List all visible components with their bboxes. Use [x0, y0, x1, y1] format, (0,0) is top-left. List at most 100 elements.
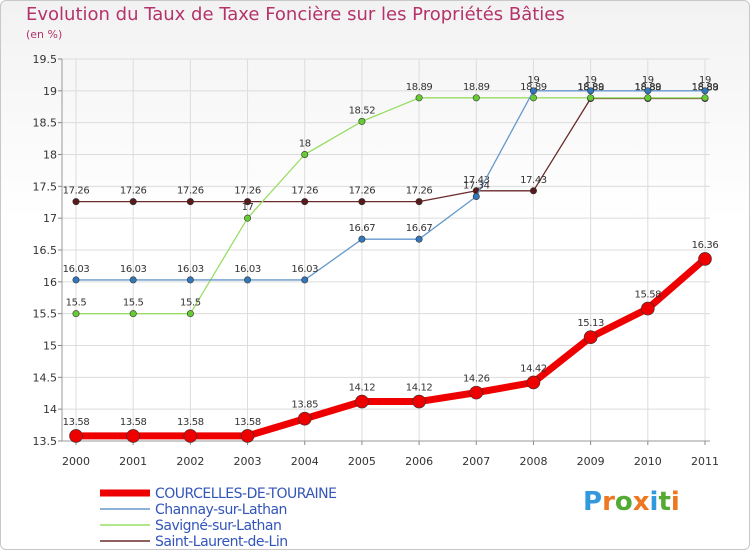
data-label: 16.03 [63, 264, 90, 275]
data-point [529, 87, 537, 95]
data-label: 17.26 [63, 186, 90, 197]
series-group: 17.26 17.26 17.26 17.26 17.26 17.26 17.26 17.43… [63, 75, 719, 443]
legend-item: Savigné-sur-Lathan [100, 518, 282, 534]
y-tick-label: 17.5 [33, 180, 58, 193]
data-label: 19 [585, 75, 597, 86]
data-point [469, 385, 484, 400]
x-tick-label: 2001 [119, 455, 147, 468]
data-point [526, 375, 541, 390]
data-point [472, 94, 480, 102]
data-label: 19 [699, 75, 711, 86]
series-line [75, 90, 706, 281]
data-label: 13.58 [63, 417, 90, 428]
data-label: 17.26 [177, 186, 204, 197]
data-point [415, 235, 423, 243]
logo-letter: i [649, 487, 659, 517]
x-tick-label: 2009 [577, 455, 605, 468]
data-point [244, 276, 252, 284]
data-label: 19 [527, 75, 539, 86]
data-label: 15.58 [634, 290, 661, 301]
data-label: 17.26 [406, 186, 433, 197]
x-tick-label: 2006 [405, 455, 433, 468]
data-label: 17.26 [234, 186, 261, 197]
data-point [129, 276, 137, 284]
logo-letter: t [658, 487, 671, 517]
data-point [701, 87, 709, 95]
data-point [72, 276, 80, 284]
data-label: 18 [299, 139, 311, 150]
data-point [301, 198, 309, 206]
data-label: 14.42 [520, 363, 547, 374]
data-point [129, 198, 137, 206]
legend-item: Saint-Laurent-de-Lin [100, 534, 288, 550]
data-point [186, 198, 194, 206]
data-point [583, 330, 598, 345]
data-label: 18.89 [520, 82, 547, 93]
x-tick-label: 2011 [691, 455, 719, 468]
data-label: 17.43 [463, 175, 490, 186]
data-point [641, 301, 655, 316]
data-label: 18.89 [463, 82, 490, 93]
legend-label: Saint-Laurent-de-Lin [155, 534, 288, 550]
logo-letter: o [614, 487, 633, 517]
y-tick-label: 19.5 [33, 53, 58, 66]
y-tick-label: 15 [43, 340, 57, 353]
data-point [297, 411, 312, 426]
logo-letter: x [632, 487, 650, 517]
data-label: 15.5 [123, 298, 144, 309]
data-point [587, 87, 595, 95]
data-point [129, 310, 137, 318]
data-label: 17.26 [120, 186, 147, 197]
x-tick-label: 2005 [348, 455, 376, 468]
x-tick-label: 2003 [234, 455, 262, 468]
data-point [126, 429, 140, 443]
y-tick-label: 14 [43, 403, 57, 416]
data-point [244, 198, 252, 206]
data-point [698, 252, 712, 266]
series-line [72, 255, 709, 440]
legend-label: COURCELLES-DE-TOURAINE [155, 486, 336, 502]
data-point [240, 429, 255, 443]
data-point [415, 94, 423, 102]
data-label: 18.89 [692, 82, 719, 93]
data-point [529, 187, 537, 195]
data-label: 13.85 [291, 400, 318, 411]
data-point [415, 198, 423, 206]
legend-label: Savigné-sur-Lathan [155, 518, 281, 534]
data-label: 18.89 [406, 82, 433, 93]
y-tick-label: 16.5 [33, 244, 58, 257]
logo-letter: i [670, 487, 680, 517]
legend-label: Channay-sur-Lathan [155, 502, 287, 518]
data-point [701, 94, 709, 102]
data-label: 16.03 [234, 264, 261, 275]
legend-item: Channay-sur-Lathan [100, 502, 287, 518]
data-label: 16.03 [177, 264, 204, 275]
data-label: 17.43 [520, 175, 547, 186]
series-Savigné-sur-Lathan: 15.5 15.5 15.5 17 18 18.52 18.89 18.89 18.89 18.8… [66, 82, 719, 318]
data-label: 15.5 [180, 298, 201, 309]
x-tick-label: 2002 [176, 455, 204, 468]
x-tick-label: 2007 [462, 455, 490, 468]
y-tick-label: 13.5 [33, 435, 58, 448]
data-point [472, 193, 480, 201]
data-label: 13.58 [120, 417, 147, 428]
data-label: 16.36 [692, 240, 719, 251]
data-label: 16.03 [291, 264, 318, 275]
series-line [75, 97, 706, 315]
data-label: 14.26 [463, 374, 490, 385]
data-point [183, 429, 198, 443]
x-axis-ticks: 2000 2001 2002 2003 2004 2005 2006 2007 2008 2009… [62, 455, 719, 468]
data-point [644, 94, 652, 102]
series-Channay-sur-Lathan: 16.03 16.03 16.03 16.03 16.03 16.67 16.67 17.34… [63, 75, 711, 284]
data-point [244, 214, 252, 222]
data-label: 18.89 [577, 82, 604, 93]
data-label: 16.67 [406, 223, 433, 234]
axes [58, 58, 710, 445]
data-point [644, 87, 652, 95]
grid [62, 58, 710, 442]
data-point [355, 394, 369, 409]
data-point [72, 198, 80, 206]
data-label: 13.58 [177, 417, 204, 428]
data-label: 17.26 [291, 186, 318, 197]
data-point [301, 276, 309, 284]
